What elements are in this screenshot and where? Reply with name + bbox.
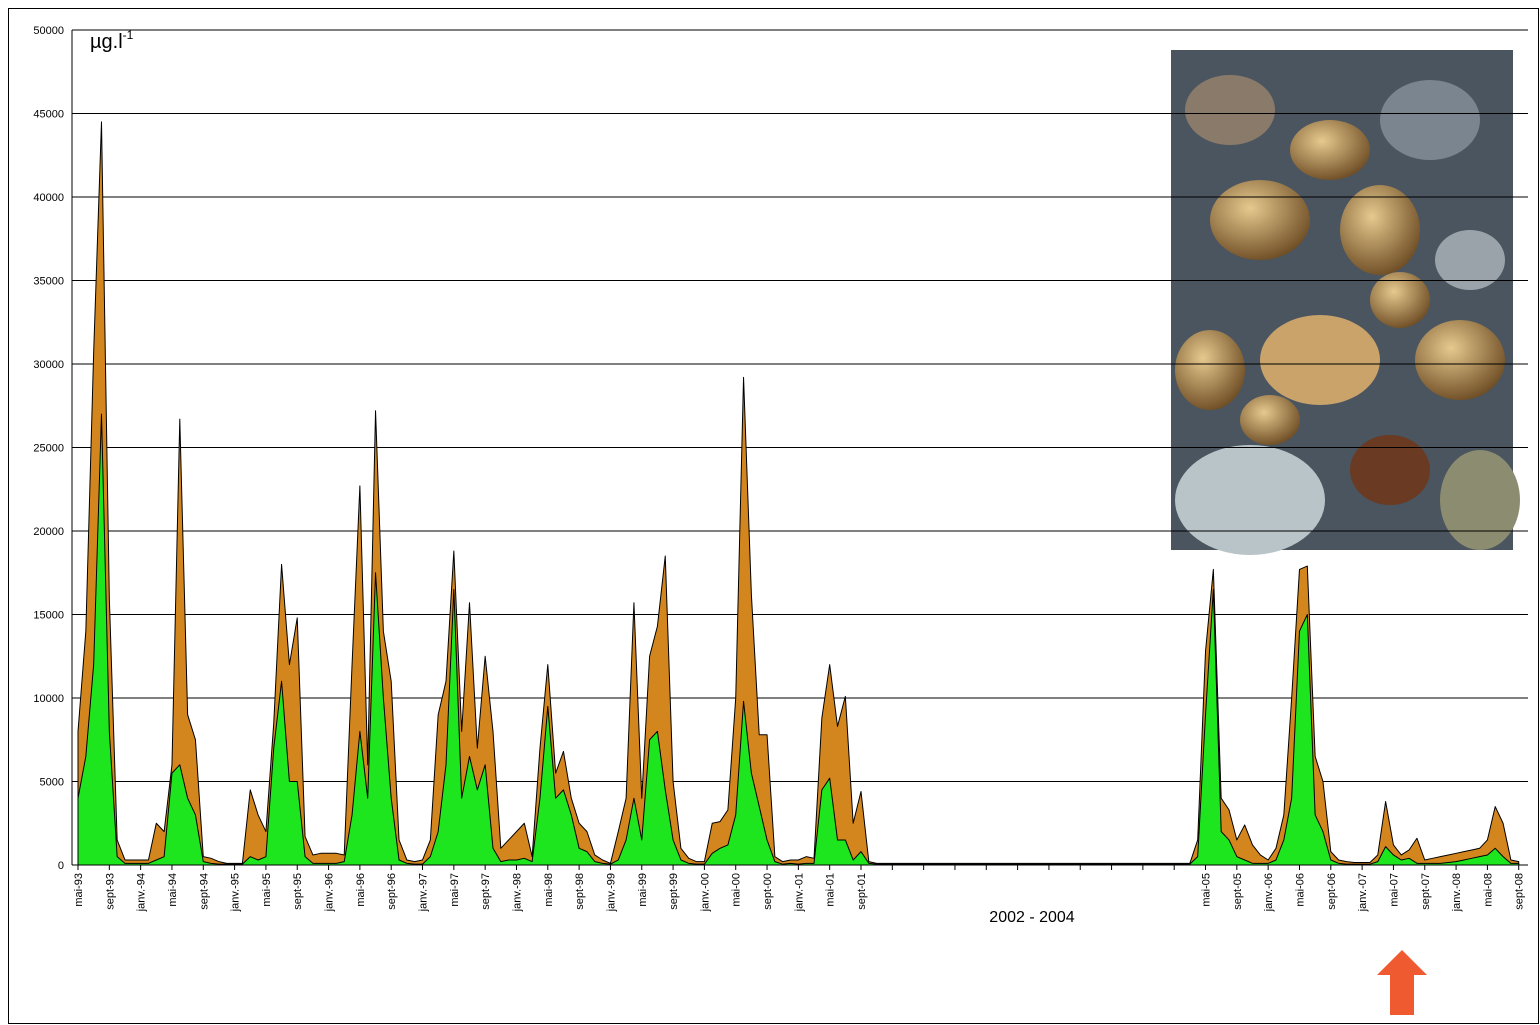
- x-tick-label: mai-95: [261, 873, 273, 907]
- y-tick-label: 20000: [33, 526, 64, 538]
- y-unit-sup: -1: [123, 28, 134, 42]
- x-tick-label: mai-00: [731, 873, 743, 907]
- x-tick-label: janv.-98: [511, 873, 523, 912]
- x-tick-label: sept-96: [386, 873, 398, 910]
- x-tick-label: sept-98: [574, 873, 586, 910]
- x-tick-label: sept-93: [104, 873, 116, 910]
- x-tick-label: mai-05: [1201, 873, 1213, 907]
- y-tick-label: 50000: [33, 25, 64, 37]
- x-tick-label: mai-98: [543, 873, 555, 907]
- x-tick-label: janv.-08: [1451, 873, 1463, 912]
- x-tick-label: janv.-99: [605, 873, 617, 912]
- x-tick-label: mai-97: [449, 873, 461, 907]
- period-annotation: 2002 - 2004: [989, 909, 1075, 926]
- x-tick-label: mai-94: [167, 873, 179, 907]
- x-tick-label: janv.-94: [136, 873, 148, 912]
- x-tick-label: sept-06: [1326, 873, 1338, 910]
- y-tick-label: 30000: [33, 359, 64, 371]
- chart: 0 5000 10000 15000 20000 25000 30000 35000 40000…: [0, 0, 1540, 1025]
- photo: [1171, 50, 1520, 555]
- x-tick-label: sept-08: [1514, 873, 1526, 910]
- x-tick-label: sept-94: [198, 873, 210, 910]
- x-tick-label: sept-00: [762, 873, 774, 910]
- y-unit-text: µg.l: [90, 31, 123, 53]
- x-tick-label: janv.-01: [793, 873, 805, 912]
- y-tick-label: 0: [58, 860, 64, 872]
- x-tick-label: janv.-97: [418, 873, 430, 912]
- x-tick-label: sept-99: [668, 873, 680, 910]
- x-tick-label: sept-07: [1420, 873, 1432, 910]
- x-tick-label: mai-07: [1388, 873, 1400, 907]
- x-tick-label: mai-99: [637, 873, 649, 907]
- x-tick-label: janv.-96: [324, 873, 336, 912]
- x-tick-label: sept-95: [292, 873, 304, 910]
- x-tick-label: mai-08: [1482, 873, 1494, 907]
- y-tick-label: 45000: [33, 109, 64, 121]
- x-tick-label: janv.-95: [230, 873, 242, 912]
- x-tick-label: janv.-00: [699, 873, 711, 912]
- x-tick-label: mai-01: [825, 873, 837, 907]
- x-tick-label: mai-06: [1294, 873, 1306, 907]
- y-tick-label: 10000: [33, 693, 64, 705]
- x-tick-label: sept-01: [856, 873, 868, 910]
- y-tick-label: 40000: [33, 192, 64, 204]
- x-tick-label: janv.-06: [1263, 873, 1275, 912]
- x-tick-label: sept-97: [480, 873, 492, 910]
- y-tick-label: 5000: [40, 777, 64, 789]
- x-tick-label: janv.-07: [1357, 873, 1369, 912]
- y-tick-label: 15000: [33, 610, 64, 622]
- y-tick-label: 35000: [33, 276, 64, 288]
- x-tick-label: sept-05: [1232, 873, 1244, 910]
- x-tick-label: mai-93: [73, 873, 85, 907]
- y-tick-label: 25000: [33, 443, 64, 455]
- x-tick-label: mai-96: [355, 873, 367, 907]
